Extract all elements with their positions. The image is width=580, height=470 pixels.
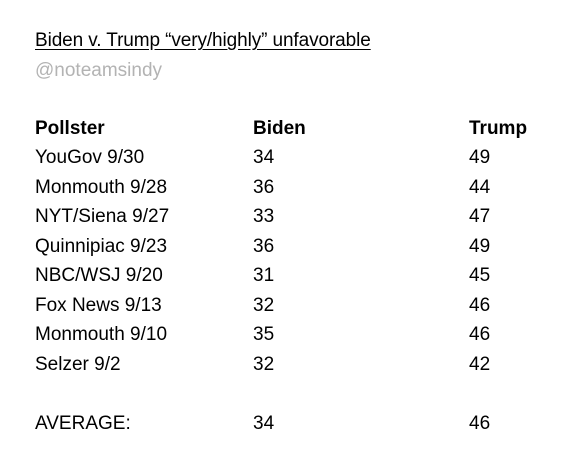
trump-cell: 49 xyxy=(469,147,491,168)
pollster-cell: Quinnipiac 9/23 xyxy=(35,236,168,257)
document-title: Biden v. Trump “very/highly” unfavorable xyxy=(35,30,371,51)
biden-cell: 36 xyxy=(253,177,275,198)
table-header-row: Pollster Biden Trump xyxy=(35,118,575,142)
table-row: NBC/WSJ 9/20 31 45 xyxy=(35,265,575,289)
biden-cell: 34 xyxy=(253,147,275,168)
average-row: AVERAGE: 34 46 xyxy=(35,413,575,437)
document: Biden v. Trump “very/highly” unfavorable… xyxy=(35,0,575,470)
pollster-cell: Selzer 9/2 xyxy=(35,354,121,375)
trump-cell: 45 xyxy=(469,265,491,286)
pollster-cell: Monmouth 9/10 xyxy=(35,324,168,345)
trump-cell: 42 xyxy=(469,354,491,375)
average-biden: 34 xyxy=(253,413,275,434)
pollster-cell: NYT/Siena 9/27 xyxy=(35,206,170,227)
author-handle: @noteamsindy xyxy=(35,60,163,81)
table-row: Selzer 9/2 32 42 xyxy=(35,354,575,378)
pollster-cell: Fox News 9/13 xyxy=(35,295,162,316)
table-row: Quinnipiac 9/23 36 49 xyxy=(35,236,575,260)
pollster-cell: Monmouth 9/28 xyxy=(35,177,168,198)
biden-cell: 36 xyxy=(253,236,275,257)
trump-cell: 44 xyxy=(469,177,491,198)
trump-cell: 46 xyxy=(469,295,491,316)
biden-cell: 33 xyxy=(253,206,275,227)
biden-cell: 32 xyxy=(253,354,275,375)
header-pollster: Pollster xyxy=(35,118,105,139)
trump-cell: 49 xyxy=(469,236,491,257)
pollster-cell: NBC/WSJ 9/20 xyxy=(35,265,163,286)
table-row: Monmouth 9/28 36 44 xyxy=(35,177,575,201)
table-row: YouGov 9/30 34 49 xyxy=(35,147,575,171)
header-trump: Trump xyxy=(469,118,528,139)
table-row: Fox News 9/13 32 46 xyxy=(35,295,575,319)
trump-cell: 47 xyxy=(469,206,491,227)
trump-cell: 46 xyxy=(469,324,491,345)
biden-cell: 31 xyxy=(253,265,275,286)
biden-cell: 32 xyxy=(253,295,275,316)
average-label: AVERAGE: xyxy=(35,413,131,434)
average-trump: 46 xyxy=(469,413,491,434)
header-biden: Biden xyxy=(253,118,306,139)
pollster-cell: YouGov 9/30 xyxy=(35,147,145,168)
table-row: Monmouth 9/10 35 46 xyxy=(35,324,575,348)
biden-cell: 35 xyxy=(253,324,275,345)
table-row: NYT/Siena 9/27 33 47 xyxy=(35,206,575,230)
